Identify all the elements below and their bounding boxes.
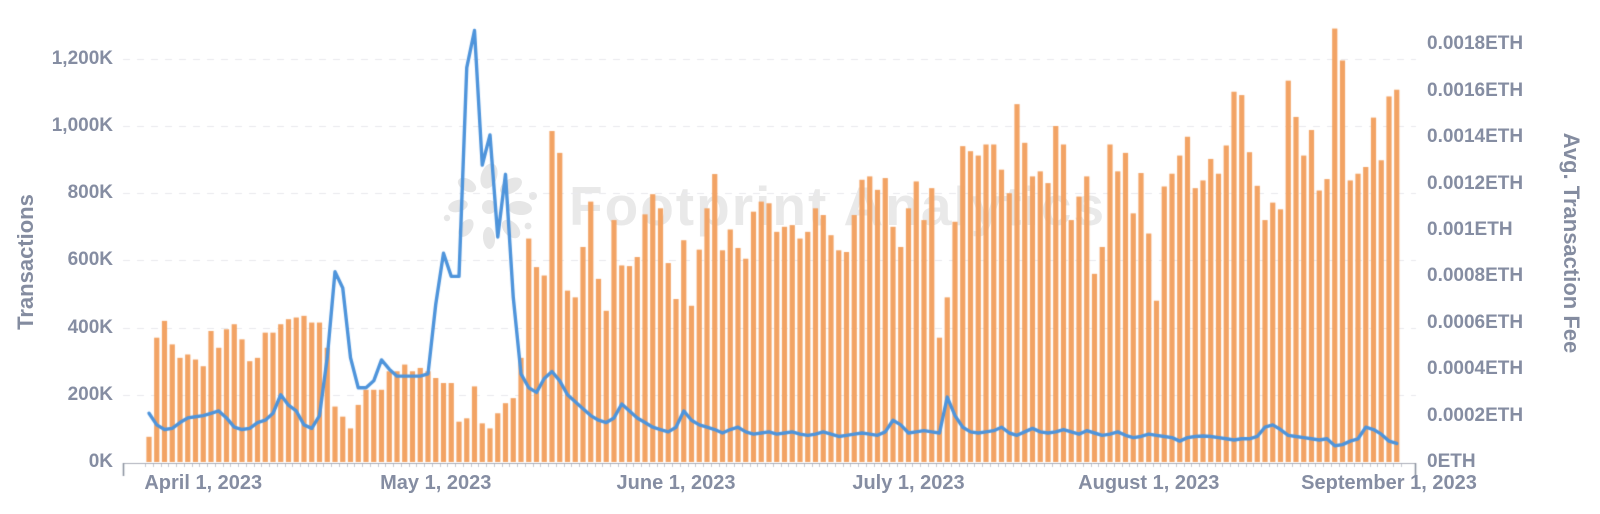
right-axis-title: Avg. Transaction Fee (1559, 132, 1584, 354)
left-axis-title: Transactions (13, 194, 38, 330)
